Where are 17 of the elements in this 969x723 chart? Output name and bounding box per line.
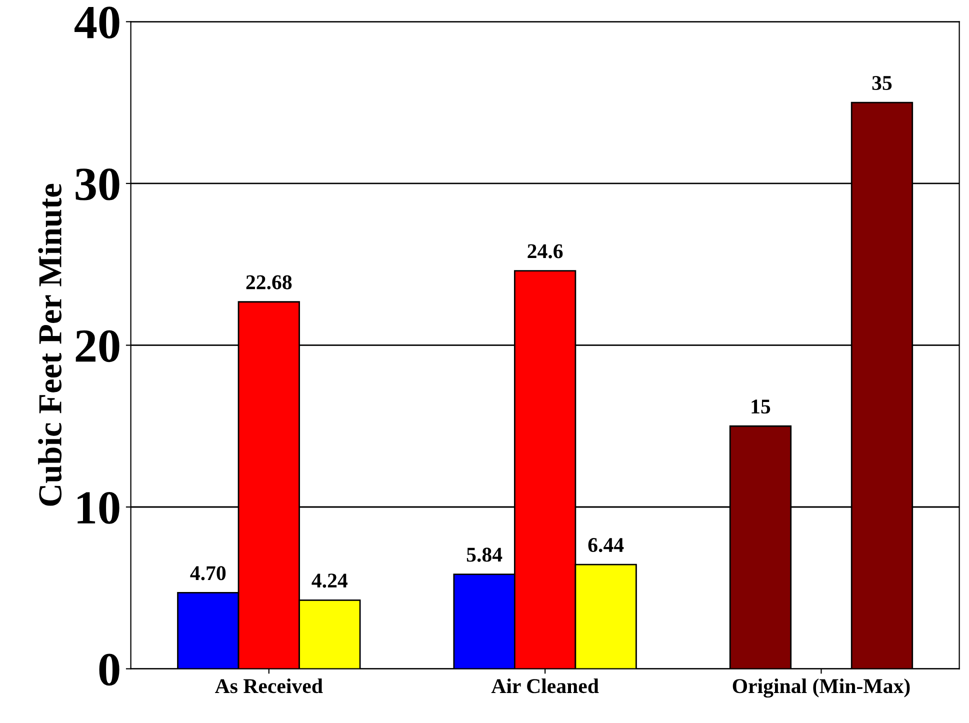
y-tick-label: 20 [76,330,120,362]
data-label: 22.68 [246,275,292,290]
y-tick-label: 30 [76,168,120,200]
y-tick-label: 10 [78,492,120,524]
data-label: 4.70 [190,566,226,580]
data-label: 4.24 [312,574,348,588]
data-label: 15 [752,400,770,414]
y-tick-label: 0 [99,654,120,686]
data-label: 35 [872,76,892,90]
x-tick-label: Air Cleaned [491,678,599,694]
data-label: 6.44 [588,538,624,552]
data-label: 24.6 [528,244,563,258]
x-tick-label: Original (Min-Max) [732,678,910,698]
x-tick-label: As Received [215,678,323,694]
data-label: 5.84 [466,548,502,562]
y-axis-title: Cubic Feet Per Minute [38,184,62,506]
y-tick-label: 40 [74,6,120,39]
